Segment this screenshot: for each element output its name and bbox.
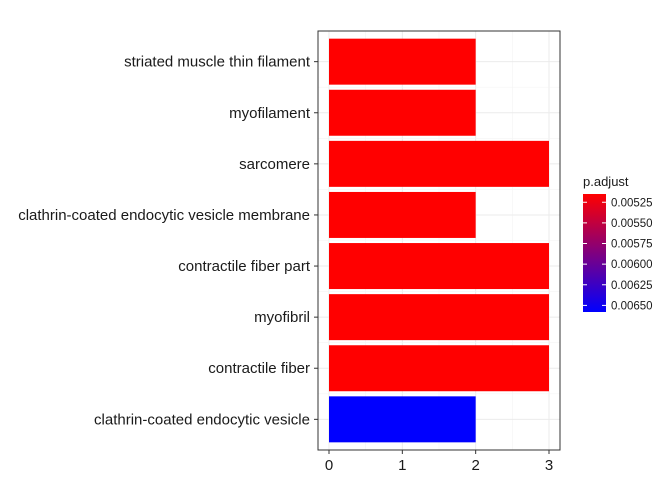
legend-tick-label: 0.00550 [611,218,653,230]
legend-tick-label: 0.00600 [611,259,653,271]
panel-border [317,30,561,451]
category-label: contractile fiber [208,360,310,377]
legend-tick-label: 0.00525 [611,197,653,209]
bar [329,396,476,443]
legend-tick-label: 0.00650 [611,300,653,312]
legend-colorbar [583,194,606,312]
category-label: sarcomere [239,156,310,173]
bar [329,294,549,341]
legend-tick-label: 0.00575 [611,239,653,251]
category-label: myofibril [254,309,310,326]
legend-ticks: 0.00525 0.00550 0.00575 0.00600 0.00625 0.006… [583,197,653,312]
category-label: contractile fiber part [178,258,311,275]
x-tick-label: 0 [325,457,333,474]
legend-title: p.adjust [583,174,629,189]
bar [329,243,549,290]
category-label: clathrin-coated endocytic vesicle membra… [18,207,310,224]
x-axis: 0 1 2 3 [325,450,553,474]
category-label: myofilament [229,105,311,122]
bars [329,38,549,443]
x-tick-label: 1 [398,457,406,474]
legend-tick-label: 0.00625 [611,280,653,292]
x-tick-label: 3 [545,457,553,474]
bar [329,140,549,187]
bar [329,89,476,136]
legend: p.adjust 0.005250.005500.005750.006000.0… [583,174,653,312]
bar [329,38,476,85]
y-axis: striated muscle thin filament myofilament… [18,54,318,428]
x-tick-label: 2 [471,457,479,474]
bar [329,191,476,238]
category-label: striated muscle thin filament [124,54,311,71]
category-label: clathrin-coated endocytic vesicle [94,411,310,428]
bar [329,345,549,392]
